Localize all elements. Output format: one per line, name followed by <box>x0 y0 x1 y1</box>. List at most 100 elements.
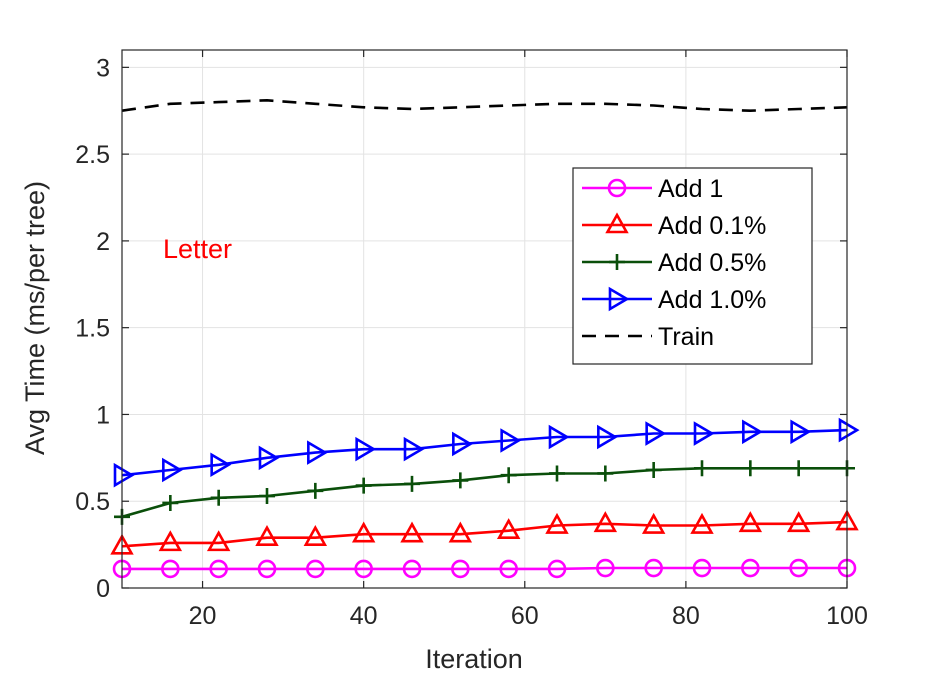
x-tick-label: 20 <box>189 602 217 630</box>
series-add-1-0 <box>113 417 860 488</box>
marker-plus <box>404 475 420 492</box>
y-tick-label: 0 <box>96 575 110 603</box>
marker-circle <box>741 558 760 578</box>
marker-triangle-right <box>210 452 232 478</box>
plot-frame <box>121 49 848 589</box>
marker-plus <box>210 489 227 506</box>
marker-triangle-right <box>608 286 630 312</box>
series-line <box>121 99 848 112</box>
marker-triangle-up <box>400 521 424 543</box>
legend-entry: Train <box>582 323 714 351</box>
marker-circle <box>161 559 180 579</box>
series-line <box>121 428 848 477</box>
series-train <box>121 99 848 112</box>
x-tick-label: 40 <box>350 602 378 630</box>
legend-entry: Add 1.0% <box>582 286 766 314</box>
marker-plus <box>500 467 517 484</box>
marker-triangle-up <box>738 511 763 533</box>
marker-triangle-right <box>113 462 135 488</box>
marker-plus <box>645 461 662 478</box>
series-line <box>121 520 848 548</box>
series-add-1 <box>112 558 857 579</box>
ticks <box>122 50 848 589</box>
marker-circle <box>607 178 627 198</box>
marker-plus <box>355 477 372 494</box>
marker-plus <box>790 460 807 477</box>
legend-label: Train <box>658 323 714 351</box>
marker-triangle-up <box>786 511 811 533</box>
marker-triangle-right <box>162 457 183 483</box>
marker-circle <box>499 559 518 579</box>
marker-plus <box>694 460 710 477</box>
marker-plus <box>742 460 759 477</box>
y-tick-label: 1 <box>96 401 110 429</box>
marker-triangle-right <box>307 440 328 465</box>
marker-triangle-up <box>605 212 629 234</box>
y-tick-label: 1.5 <box>75 315 110 343</box>
marker-triangle-right <box>258 445 280 471</box>
marker-triangle-up <box>158 530 183 552</box>
y-tick-label: 0.5 <box>75 488 110 516</box>
tick-labels: 20 40 60 80 100 0 0.5 1 1.5 2 2.5 3 <box>75 54 868 630</box>
marker-triangle-right <box>355 436 377 462</box>
marker-circle <box>789 558 808 578</box>
y-tick-label: 3 <box>96 54 110 82</box>
legend-label: Add 0.5% <box>658 249 766 277</box>
marker-plus <box>609 254 625 270</box>
marker-triangle-up <box>206 530 231 552</box>
y-axis-label: Avg Time (ms/per tree) <box>20 181 50 455</box>
marker-triangle-right <box>790 419 812 445</box>
x-tick-label: 60 <box>511 602 539 630</box>
marker-circle <box>257 559 277 579</box>
marker-triangle-right <box>500 428 522 453</box>
marker-plus <box>307 482 324 499</box>
marker-triangle-up <box>496 518 521 540</box>
marker-triangle-right <box>693 421 715 446</box>
series-add-0-1 <box>110 509 859 555</box>
series-line <box>121 467 847 519</box>
x-tick-label: 80 <box>672 602 700 630</box>
marker-triangle-right <box>452 431 473 457</box>
marker-triangle-up <box>303 525 328 546</box>
dataset-annotation: Letter <box>163 234 232 264</box>
legend-box <box>572 167 813 365</box>
marker-circle <box>402 559 422 579</box>
x-axis-label: Iteration <box>425 644 523 674</box>
marker-plus <box>162 494 179 511</box>
marker-circle <box>644 558 663 578</box>
y-tick-label: 2 <box>96 228 110 256</box>
x-tick-label: 100 <box>826 602 868 630</box>
marker-circle <box>451 559 470 579</box>
marker-triangle-up <box>448 521 473 543</box>
marker-triangle-right <box>403 436 425 462</box>
series-line <box>122 566 847 571</box>
marker-circle <box>547 559 567 579</box>
marker-plus <box>452 472 469 489</box>
marker-plus <box>259 488 275 505</box>
legend-label: Add 1 <box>658 175 723 203</box>
marker-triangle-right <box>645 421 667 446</box>
series-layer <box>110 99 860 579</box>
marker-triangle-right <box>838 417 860 443</box>
marker-triangle-right <box>597 424 618 450</box>
marker-triangle-up <box>255 525 279 546</box>
legend-entry: Add 1 <box>582 175 723 203</box>
y-tick-label: 2.5 <box>75 141 110 169</box>
marker-plus <box>597 465 614 482</box>
marker-triangle-up <box>690 512 714 534</box>
marker-circle <box>354 559 373 579</box>
marker-triangle-up <box>351 521 376 543</box>
marker-plus <box>549 465 565 482</box>
marker-triangle-right <box>548 424 570 450</box>
marker-triangle-up <box>545 512 569 534</box>
legend-label: Add 0.1% <box>658 212 766 240</box>
marker-triangle-up <box>641 512 666 534</box>
marker-circle <box>692 558 712 578</box>
legend: Add 1 Add 0.1% Add 0.5% Add 1.0% Train <box>572 167 813 365</box>
legend-label: Add 1.0% <box>658 286 766 314</box>
legend-entry: Add 0.1% <box>582 212 766 240</box>
marker-circle <box>596 558 615 578</box>
marker-circle <box>209 559 228 579</box>
legend-entry: Add 0.5% <box>582 249 766 277</box>
